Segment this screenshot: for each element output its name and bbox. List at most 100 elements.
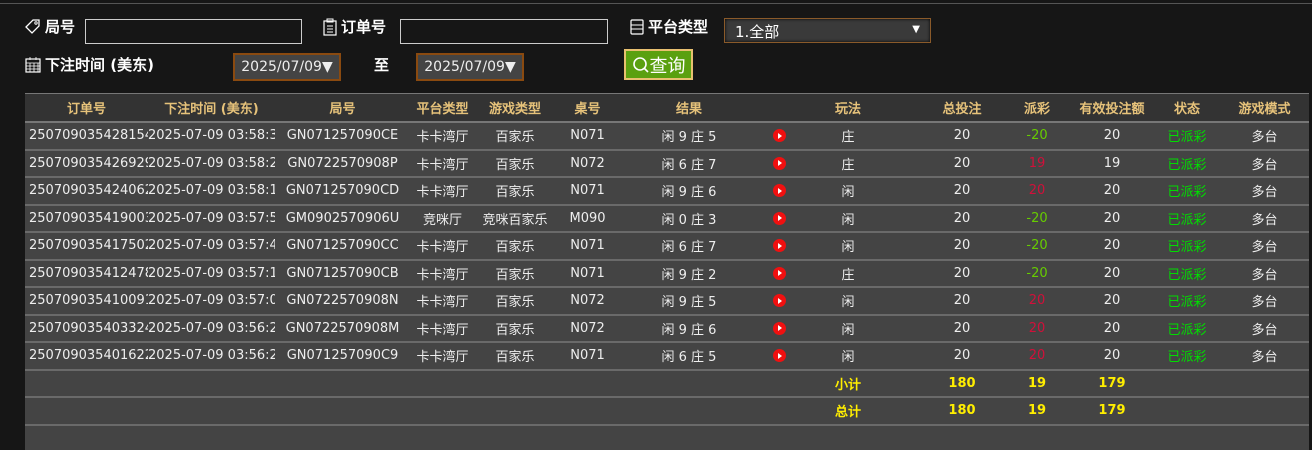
cell-8: 庄 (800, 259, 920, 288)
cell-9: 20 (920, 204, 1004, 233)
total-label: 总计 (800, 397, 920, 426)
cell-3: 卡卡湾厅 (410, 149, 475, 178)
cell-12: 已派彩 (1154, 287, 1220, 316)
query-button[interactable]: 查询 (624, 49, 693, 80)
cell-9: 20 (920, 259, 1004, 288)
table-row[interactable]: 250709035401622 2025-07-09 03:56:22 GN0712… (25, 342, 1309, 371)
video-play-icon[interactable] (772, 321, 786, 335)
platform-select[interactable]: 1.全部 ▼ (724, 18, 931, 43)
column-header: 有效投注额 (1070, 94, 1154, 123)
cell-7[interactable] (758, 342, 800, 371)
cell-7[interactable] (758, 177, 800, 206)
cell-7[interactable] (758, 287, 800, 316)
empty-cell (555, 369, 620, 398)
table-row[interactable]: 250709035403324 2025-07-09 03:56:28 GN0722… (25, 314, 1309, 343)
cell-11: 20 (1070, 259, 1154, 288)
cell-2: GN0722570908N (275, 287, 410, 316)
clipboard-icon (323, 18, 337, 36)
cell-1: 2025-07-09 03:57:50 (148, 204, 275, 233)
cell-11: 20 (1070, 314, 1154, 343)
cell-11: 20 (1070, 232, 1154, 261)
subtotal-total_bet: 180 (920, 369, 1004, 398)
cell-9: 20 (920, 149, 1004, 178)
calendar-icon (25, 56, 41, 73)
table-row[interactable]: 250709035417502 2025-07-09 03:57:42 GN0712… (25, 232, 1309, 261)
video-play-icon[interactable] (772, 294, 786, 308)
round-input[interactable] (85, 19, 302, 44)
order-input[interactable] (400, 19, 608, 44)
table-row[interactable]: 250709035426929 2025-07-09 03:58:26 GN0722… (25, 149, 1309, 178)
cell-3: 卡卡湾厅 (410, 232, 475, 261)
cell-11: 20 (1070, 122, 1154, 151)
cell-3: 卡卡湾厅 (410, 122, 475, 151)
cell-2: GN0722570908P (275, 149, 410, 178)
column-header: 状态 (1154, 94, 1220, 123)
cell-7[interactable] (758, 204, 800, 233)
cell-3: 卡卡湾厅 (410, 342, 475, 371)
cell-12: 已派彩 (1154, 149, 1220, 178)
empty-cell (475, 397, 555, 426)
cell-10: -20 (1004, 122, 1070, 151)
cell-8: 闲 (800, 177, 920, 206)
date-from-picker[interactable]: 2025/07/09▼ (233, 53, 341, 81)
table-row[interactable]: 250709035428154 2025-07-09 03:58:35 GN0712… (25, 122, 1309, 151)
cell-1: 2025-07-09 03:58:35 (148, 122, 275, 151)
video-play-icon[interactable] (772, 266, 786, 280)
cell-4: 百家乐 (475, 314, 555, 343)
column-header: 局号 (275, 94, 410, 123)
cell-3: 卡卡湾厅 (410, 259, 475, 288)
empty-cell (148, 369, 275, 398)
cell-13: 多台 (1220, 204, 1309, 233)
cell-8: 闲 (800, 342, 920, 371)
tag-icon (25, 18, 40, 34)
cell-5: M090 (555, 204, 620, 233)
table-header: 订单号 下注时间 (美东) 局号 平台类型 游戏类型 桌号 结果 玩法 总投注 派彩 有效投注额 状态… (25, 94, 1309, 123)
time-label: 下注时间 (美东) (24, 54, 154, 75)
cell-11: 20 (1070, 342, 1154, 371)
empty-cell (620, 397, 758, 426)
cell-1: 2025-07-09 03:56:28 (148, 314, 275, 343)
video-play-icon[interactable] (772, 349, 786, 363)
cell-8: 闲 (800, 287, 920, 316)
cell-7[interactable] (758, 232, 800, 261)
cell-7[interactable] (758, 259, 800, 288)
cell-9: 20 (920, 232, 1004, 261)
table-row[interactable]: 250709035419003 2025-07-09 03:57:50 GM0902… (25, 204, 1309, 233)
date-to-picker[interactable]: 2025/07/09▼ (416, 53, 524, 81)
column-header: 游戏类型 (475, 94, 555, 123)
empty-cell (275, 369, 410, 398)
cell-2: GN0722570908M (275, 314, 410, 343)
column-header: 订单号 (25, 94, 148, 123)
video-play-icon[interactable] (772, 129, 786, 143)
cell-9: 20 (920, 342, 1004, 371)
cell-4: 百家乐 (475, 287, 555, 316)
cell-7[interactable] (758, 122, 800, 151)
cell-1: 2025-07-09 03:58:14 (148, 177, 275, 206)
cell-5: N071 (555, 177, 620, 206)
video-play-icon[interactable] (772, 239, 786, 253)
cell-9: 20 (920, 287, 1004, 316)
cell-10: 20 (1004, 287, 1070, 316)
table-row[interactable]: 250709035412478 2025-07-09 03:57:15 GN0712… (25, 259, 1309, 288)
column-header: 玩法 (800, 94, 920, 123)
top-divider (0, 3, 1312, 4)
cell-9: 20 (920, 177, 1004, 206)
cell-5: N072 (555, 149, 620, 178)
video-play-icon[interactable] (772, 211, 786, 225)
table-row[interactable]: 250709035410091 2025-07-09 03:57:06 GN0722… (25, 287, 1309, 316)
cell-7[interactable] (758, 149, 800, 178)
video-play-icon[interactable] (772, 184, 786, 198)
cell-12: 已派彩 (1154, 122, 1220, 151)
cell-5: N071 (555, 259, 620, 288)
empty-cell (758, 397, 800, 426)
video-play-icon[interactable] (772, 156, 786, 170)
cell-11: 20 (1070, 177, 1154, 206)
cell-6: 闲 9 庄 2 (620, 259, 758, 288)
total-valid_bet: 179 (1070, 397, 1154, 426)
table-row[interactable]: 250709035424062 2025-07-09 03:58:14 GN0712… (25, 177, 1309, 206)
subtotal-row: 小计 180 19 179 (25, 369, 1309, 398)
cell-6: 闲 9 庄 6 (620, 314, 758, 343)
empty-cell (1154, 397, 1220, 426)
cell-6: 闲 6 庄 7 (620, 149, 758, 178)
cell-7[interactable] (758, 314, 800, 343)
